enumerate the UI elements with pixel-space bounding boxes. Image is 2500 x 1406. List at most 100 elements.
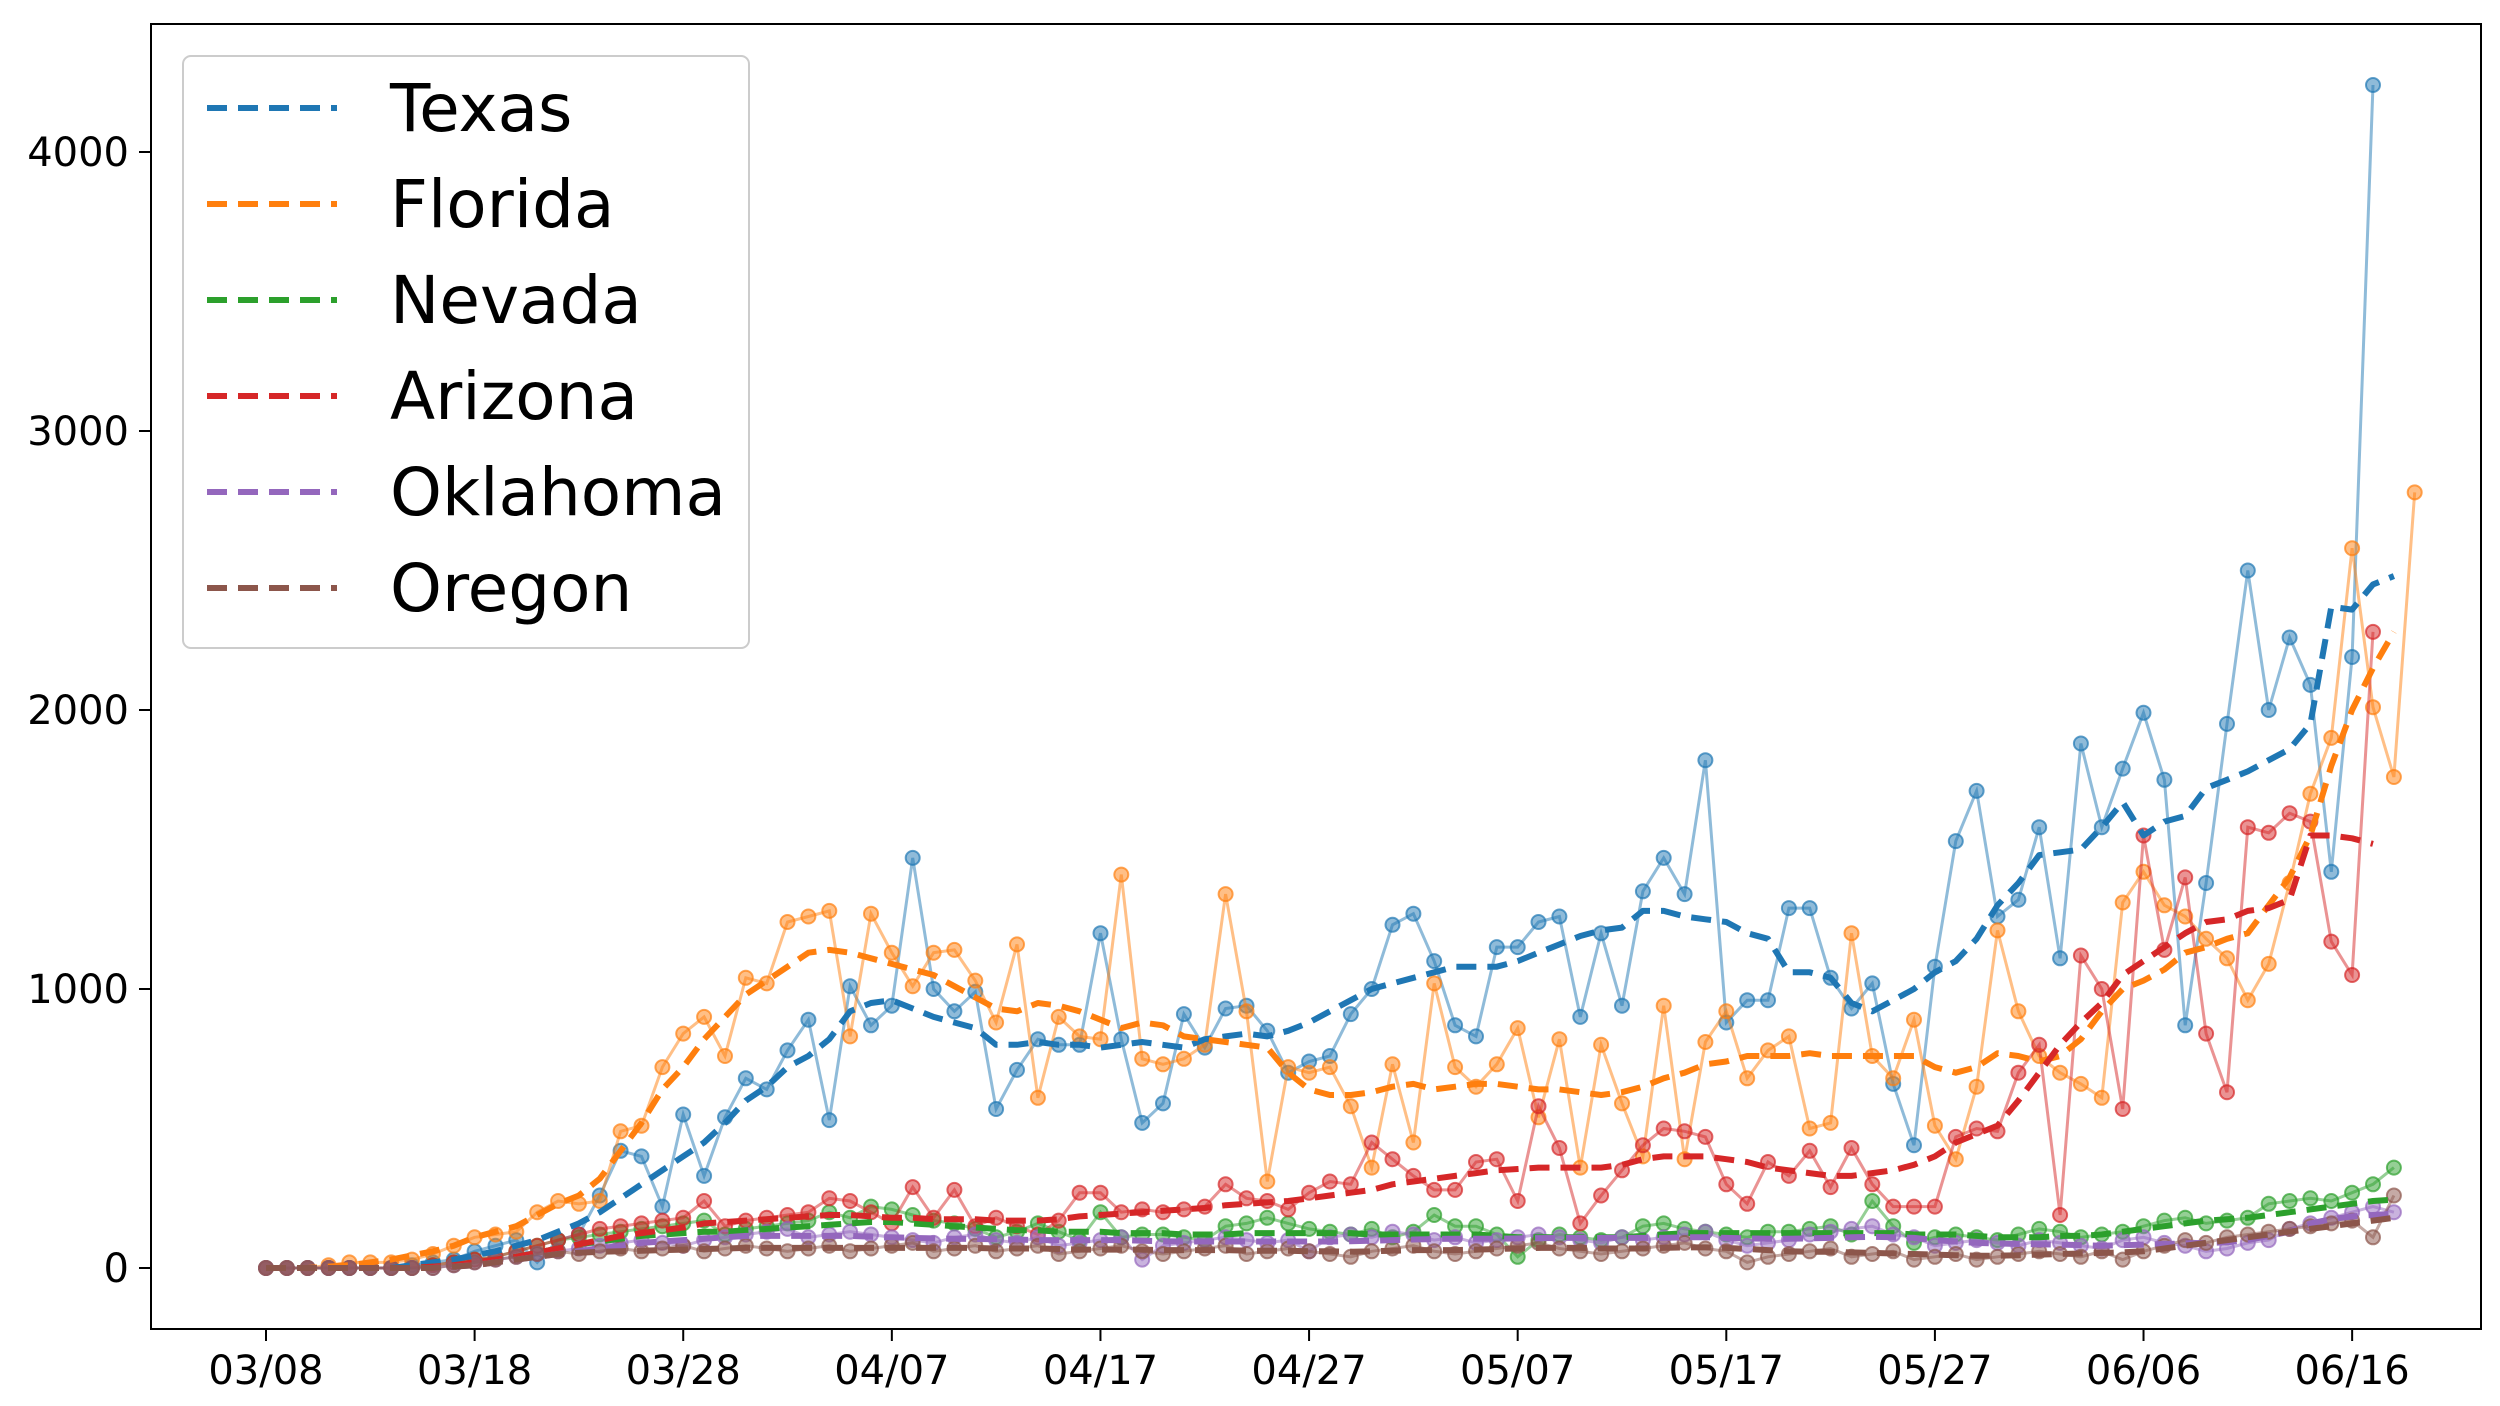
x-tick-label: 04/27 [1251, 1348, 1366, 1394]
data-point-arizona [2177, 869, 2194, 886]
data-point-florida [1405, 1134, 1422, 1151]
data-point-arizona [1593, 1187, 1610, 1204]
data-point-texas [1968, 782, 1985, 799]
data-point-florida [717, 1048, 733, 1064]
data-point-arizona [1301, 1184, 1318, 1201]
data-point-florida [779, 914, 796, 930]
data-point-texas [1175, 1006, 1192, 1023]
series-avg-line-arizona [266, 832, 2374, 1271]
data-point-florida [654, 1059, 671, 1076]
data-point-arizona [1718, 1176, 1735, 1193]
data-point-florida [1843, 925, 1860, 942]
data-point-texas [1217, 1000, 1234, 1017]
data-point-nevada [1426, 1207, 1443, 1223]
x-tick-label: 06/06 [2086, 1348, 2201, 1394]
data-point-florida [1175, 1050, 1192, 1067]
legend: Texas Florida Nevada Arizona Oklahoma Oregon [182, 55, 750, 649]
data-point-arizona [1634, 1137, 1651, 1154]
data-point-florida [1029, 1089, 1046, 1106]
data-point-florida [1655, 997, 1672, 1014]
data-point-texas [2281, 629, 2298, 646]
data-point-nevada [1468, 1218, 1484, 1235]
data-point-texas [675, 1106, 692, 1123]
data-point-florida [1593, 1036, 1610, 1053]
data-point-arizona [1843, 1140, 1860, 1156]
data-point-florida [2156, 897, 2173, 914]
data-point-florida [1092, 1031, 1109, 1048]
data-point-florida [2344, 540, 2361, 557]
data-point-florida [904, 978, 921, 995]
data-point-texas [779, 1042, 796, 1059]
data-point-arizona [633, 1215, 650, 1232]
data-point-texas [2260, 702, 2277, 718]
data-point-florida [1551, 1031, 1568, 1048]
data-point-arizona [2281, 805, 2298, 822]
data-point-arizona [1488, 1151, 1505, 1168]
data-point-oregon [1801, 1243, 1818, 1260]
data-point-florida [2323, 729, 2340, 746]
data-point-arizona [1676, 1123, 1693, 1140]
data-point-arizona [1509, 1193, 1526, 1209]
y-tick-label: 0 [104, 1246, 129, 1292]
data-point-texas [863, 1017, 879, 1034]
data-point-texas [696, 1167, 713, 1184]
data-point-texas [2010, 891, 2027, 908]
data-point-oregon [2114, 1251, 2131, 1268]
x-tick-label: 03/08 [208, 1348, 323, 1394]
data-point-arizona [2344, 967, 2361, 983]
data-point-texas [1426, 953, 1443, 970]
data-point-oklahoma [1864, 1218, 1881, 1235]
data-point-arizona [2031, 1036, 2048, 1053]
data-point-florida [821, 902, 838, 919]
data-point-texas [800, 1011, 817, 1028]
data-point-oregon [779, 1243, 796, 1260]
data-point-florida [1280, 1059, 1297, 1076]
data-point-florida [2302, 785, 2319, 802]
data-point-arizona [1551, 1140, 1568, 1156]
y-tick-label: 4000 [27, 130, 129, 176]
data-point-florida [1426, 975, 1443, 992]
data-point-florida [2093, 1089, 2110, 1106]
data-point-oregon [2385, 1187, 2402, 1204]
data-point-florida [2385, 769, 2402, 785]
data-point-texas [842, 978, 859, 995]
series-avg-line-florida [266, 630, 2397, 1271]
data-point-arizona [570, 1226, 587, 1243]
data-point-texas [1906, 1137, 1922, 1154]
legend-label-oklahoma: Oklahoma [390, 454, 726, 531]
data-point-florida [1718, 1003, 1735, 1020]
data-point-texas [1801, 900, 1818, 917]
data-point-nevada [2302, 1190, 2319, 1207]
data-point-texas [904, 849, 921, 866]
x-tick-label: 04/17 [1043, 1348, 1158, 1394]
data-point-florida [2114, 894, 2131, 911]
data-point-arizona [1217, 1176, 1234, 1193]
data-point-arizona [2219, 1084, 2235, 1101]
data-point-florida [675, 1025, 692, 1042]
data-point-arizona [842, 1193, 859, 1209]
data-point-oregon [2365, 1229, 2381, 1246]
x-axis: 03/08 03/18 03/28 04/07 04/17 04/27 05/07 05/17… [208, 1329, 2410, 1394]
data-point-nevada [1238, 1215, 1255, 1232]
data-point-florida [1384, 1056, 1401, 1073]
data-point-texas [2219, 715, 2235, 732]
data-point-texas [2323, 863, 2340, 880]
data-point-texas [1530, 914, 1547, 930]
data-point-florida [883, 944, 900, 961]
plot-area-frame [150, 23, 2482, 1330]
data-point-texas [1655, 849, 1672, 866]
series-avg-line-oklahoma [266, 1210, 2395, 1271]
data-point-arizona [1906, 1198, 1922, 1215]
data-point-arizona [1321, 1173, 1338, 1190]
data-point-arizona [2260, 824, 2277, 841]
data-point-texas [1468, 1028, 1484, 1045]
data-point-arizona [1864, 1176, 1881, 1193]
data-point-florida [1259, 1173, 1276, 1190]
data-point-texas [1551, 908, 1568, 925]
data-point-florida [1885, 1070, 1902, 1087]
data-point-texas [1634, 883, 1651, 900]
data-point-florida [1739, 1070, 1756, 1087]
data-point-oregon [717, 1240, 733, 1257]
data-point-texas [1947, 833, 1964, 850]
data-point-texas [925, 981, 942, 997]
